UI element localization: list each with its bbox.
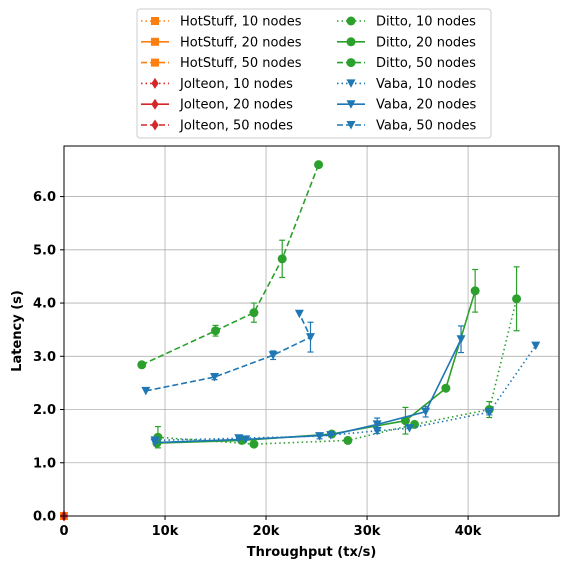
legend-marker bbox=[151, 37, 159, 46]
legend-marker bbox=[151, 119, 159, 131]
legend-entry-vaba-10-nodes: Vaba, 10 nodes bbox=[337, 77, 476, 92]
legend-label: HotStuff, 10 nodes bbox=[180, 15, 302, 30]
data-point bbox=[314, 160, 324, 170]
y-tick-label: 3.0 bbox=[33, 350, 56, 365]
x-tick-label: 30k bbox=[354, 524, 381, 539]
legend-label: Ditto, 50 nodes bbox=[376, 56, 476, 71]
legend-entry-ditto-50-nodes: Ditto, 50 nodes bbox=[337, 56, 476, 71]
data-point bbox=[241, 435, 251, 444]
x-axis-label: Throughput (tx/s) bbox=[247, 545, 377, 560]
data-point bbox=[456, 335, 466, 344]
legend-marker bbox=[151, 58, 159, 67]
y-tick-label: 2.0 bbox=[33, 403, 56, 418]
legend-label: HotStuff, 20 nodes bbox=[180, 35, 302, 50]
plot-frame bbox=[63, 145, 560, 517]
data-point bbox=[404, 424, 414, 433]
legend-marker bbox=[151, 17, 159, 25]
data-point bbox=[531, 341, 541, 351]
data-point bbox=[372, 420, 382, 429]
data-point bbox=[234, 434, 244, 443]
series-ditto-20-nodes bbox=[152, 268, 480, 448]
legend-marker bbox=[346, 121, 356, 130]
data-point bbox=[268, 351, 278, 360]
legend-label: Ditto, 20 nodes bbox=[376, 35, 476, 50]
x-tick-label: 40k bbox=[455, 524, 482, 539]
legend-marker bbox=[151, 98, 159, 110]
data-point bbox=[470, 286, 480, 296]
legend-box bbox=[136, 8, 492, 139]
axis-ticks: 0 10k 20k 30k 40k 0.0 1.0 2.0 3.0 4.0 5.0 6.0 bbox=[33, 190, 482, 539]
series-line bbox=[157, 298, 518, 445]
data-point bbox=[294, 309, 304, 319]
legend-entry-jolteon-50-nodes: Jolteon, 50 nodes bbox=[141, 119, 293, 134]
legend-marker bbox=[346, 79, 356, 88]
x-tick-label: 20k bbox=[253, 524, 280, 539]
legend-label: Ditto, 10 nodes bbox=[376, 15, 476, 30]
legend-label: Jolteon, 10 nodes bbox=[179, 77, 293, 92]
data-point bbox=[484, 408, 494, 417]
legend-entry-ditto-20-nodes: Ditto, 20 nodes bbox=[337, 35, 476, 50]
legend-label: Vaba, 10 nodes bbox=[376, 77, 476, 92]
series-vaba-50-nodes bbox=[141, 309, 315, 396]
data-point bbox=[400, 416, 410, 426]
legend-label: Vaba, 20 nodes bbox=[376, 98, 476, 113]
legend-entry-vaba-50-nodes: Vaba, 50 nodes bbox=[337, 119, 476, 134]
legend: HotStuff, 10 nodes HotStuff, 20 nodes HotS… bbox=[136, 8, 492, 139]
data-point bbox=[150, 438, 160, 448]
data-point bbox=[305, 333, 315, 342]
series-vaba-10-nodes bbox=[150, 341, 541, 445]
data-point bbox=[326, 431, 336, 440]
legend-entry-vaba-20-nodes: Vaba, 20 nodes bbox=[337, 98, 476, 113]
legend-label: Vaba, 50 nodes bbox=[376, 119, 476, 134]
y-axis-label: Latency (s) bbox=[10, 290, 25, 372]
series-line bbox=[145, 313, 312, 392]
legend-label: HotStuff, 50 nodes bbox=[180, 56, 302, 71]
series-line bbox=[141, 164, 320, 366]
grid bbox=[63, 146, 559, 517]
data-point bbox=[211, 326, 221, 336]
legend-marker bbox=[151, 77, 159, 89]
data-point bbox=[441, 383, 451, 393]
legend-entry-jolteon-20-nodes: Jolteon, 20 nodes bbox=[141, 98, 293, 113]
data-point bbox=[137, 360, 147, 370]
legend-entry-jolteon-10-nodes: Jolteon, 10 nodes bbox=[141, 77, 293, 92]
legend-marker bbox=[346, 58, 356, 68]
y-tick-label: 6.0 bbox=[33, 190, 56, 205]
y-tick-label: 0.0 bbox=[33, 510, 56, 525]
legend-entry-ditto-10-nodes: Ditto, 10 nodes bbox=[337, 15, 476, 30]
series-ditto-50-nodes bbox=[137, 160, 324, 370]
legend-marker bbox=[346, 16, 356, 26]
series-vaba-20-nodes bbox=[150, 325, 466, 448]
data-point bbox=[421, 407, 431, 417]
data-point bbox=[210, 373, 220, 382]
legend-label: Jolteon, 20 nodes bbox=[179, 98, 293, 113]
x-tick-label: 10k bbox=[152, 524, 179, 539]
y-tick-label: 4.0 bbox=[33, 297, 56, 312]
legend-label: Jolteon, 50 nodes bbox=[179, 119, 293, 134]
legend-marker bbox=[346, 100, 356, 109]
data-point bbox=[249, 439, 259, 449]
data-point bbox=[512, 294, 522, 304]
series-line bbox=[156, 290, 476, 444]
data-point bbox=[277, 254, 287, 264]
data-point bbox=[343, 435, 353, 445]
series-ditto-10-nodes bbox=[153, 266, 522, 449]
series-line bbox=[154, 338, 462, 444]
legend-marker bbox=[346, 37, 356, 47]
y-tick-label: 5.0 bbox=[33, 243, 56, 258]
legend-entry-hotstuff-10-nodes: HotStuff, 10 nodes bbox=[141, 15, 302, 30]
x-tick-label: 0 bbox=[59, 524, 68, 539]
series-layer bbox=[60, 160, 541, 522]
data-point bbox=[141, 386, 151, 396]
legend-entry-hotstuff-20-nodes: HotStuff, 20 nodes bbox=[141, 35, 302, 50]
legend-entry-hotstuff-50-nodes: HotStuff, 50 nodes bbox=[141, 56, 302, 71]
series-line bbox=[154, 345, 537, 442]
data-point bbox=[249, 308, 259, 318]
y-tick-label: 1.0 bbox=[33, 456, 56, 471]
